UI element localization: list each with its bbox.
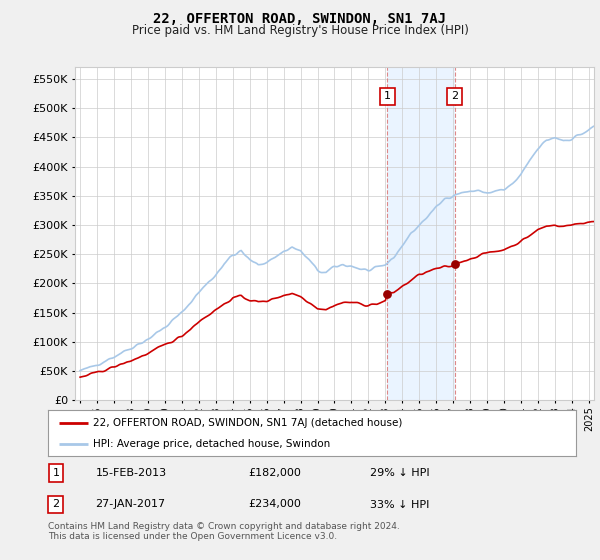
Text: £182,000: £182,000 [248,468,302,478]
Text: HPI: Average price, detached house, Swindon: HPI: Average price, detached house, Swin… [93,439,330,449]
Text: 33% ↓ HPI: 33% ↓ HPI [370,500,430,510]
Text: 2: 2 [451,91,458,101]
Text: 15-FEB-2013: 15-FEB-2013 [95,468,167,478]
Text: 27-JAN-2017: 27-JAN-2017 [95,500,166,510]
Text: £234,000: £234,000 [248,500,302,510]
Text: 22, OFFERTON ROAD, SWINDON, SN1 7AJ (detached house): 22, OFFERTON ROAD, SWINDON, SN1 7AJ (det… [93,418,402,428]
Text: 1: 1 [52,468,59,478]
Text: Price paid vs. HM Land Registry's House Price Index (HPI): Price paid vs. HM Land Registry's House … [131,24,469,37]
Bar [388,67,455,400]
Text: Contains HM Land Registry data © Crown copyright and database right 2024.
This d: Contains HM Land Registry data © Crown c… [48,522,400,542]
Text: 1: 1 [384,91,391,101]
Point [383,290,392,298]
Text: 29% ↓ HPI: 29% ↓ HPI [370,468,430,478]
Point [450,259,460,268]
Text: 22, OFFERTON ROAD, SWINDON, SN1 7AJ: 22, OFFERTON ROAD, SWINDON, SN1 7AJ [154,12,446,26]
Text: 2: 2 [52,500,59,510]
